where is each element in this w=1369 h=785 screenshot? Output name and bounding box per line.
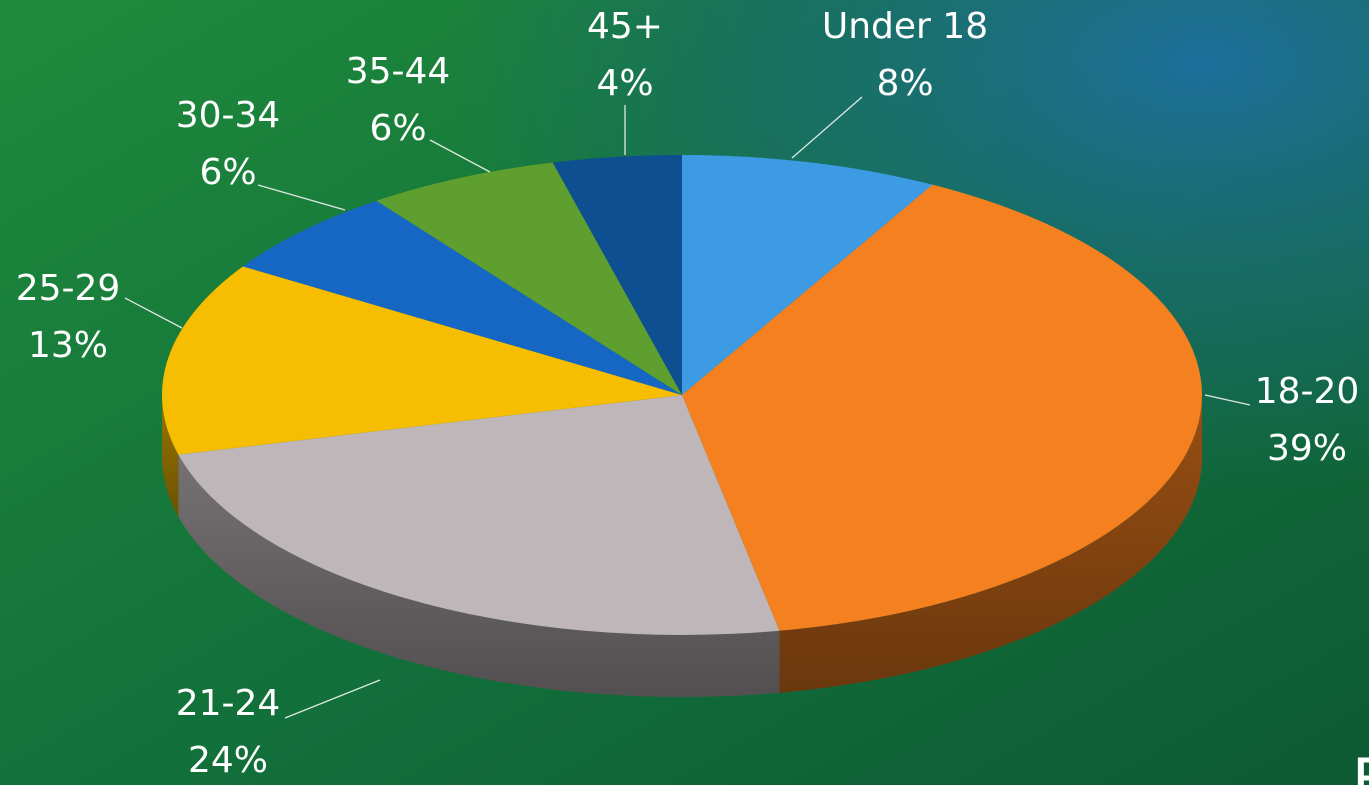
leader-line — [257, 184, 346, 211]
slice-side-shade — [178, 454, 780, 697]
category-label: 45+ — [587, 6, 663, 47]
slice — [178, 395, 780, 635]
category-label: 35-44 — [346, 51, 451, 92]
slice — [161, 266, 682, 455]
value-label: 6% — [199, 152, 256, 193]
value-label: 13% — [28, 325, 108, 366]
slice — [682, 155, 933, 395]
cropped-text: Fa — [1352, 747, 1369, 785]
category-label: 21-24 — [176, 683, 281, 724]
value-label: 4% — [596, 63, 653, 104]
slice-side-shade — [162, 395, 179, 517]
category-label: 25-29 — [16, 268, 121, 309]
leader-line — [791, 96, 863, 159]
leader-line — [124, 297, 183, 329]
slice-side-shade — [779, 395, 1202, 693]
labels: Under 18 8% 18-20 39% 21-24 24% 25-29 13% 30-34 6… — [16, 6, 1360, 781]
category-label: 18-20 — [1255, 371, 1360, 412]
value-label: 8% — [876, 63, 933, 104]
leader-line — [284, 679, 381, 719]
leader-line — [429, 139, 491, 173]
leader-line — [1204, 394, 1251, 406]
pie-sides — [162, 395, 1202, 697]
category-label: Under 18 — [822, 6, 988, 47]
slice — [682, 184, 1203, 631]
slice — [376, 162, 682, 395]
value-label: 39% — [1267, 428, 1347, 469]
category-label: 30-34 — [176, 95, 281, 136]
value-label: 24% — [188, 740, 268, 781]
pie-tops — [161, 155, 1203, 635]
slice — [552, 155, 682, 395]
value-label: 6% — [369, 108, 426, 149]
slice — [242, 200, 683, 395]
